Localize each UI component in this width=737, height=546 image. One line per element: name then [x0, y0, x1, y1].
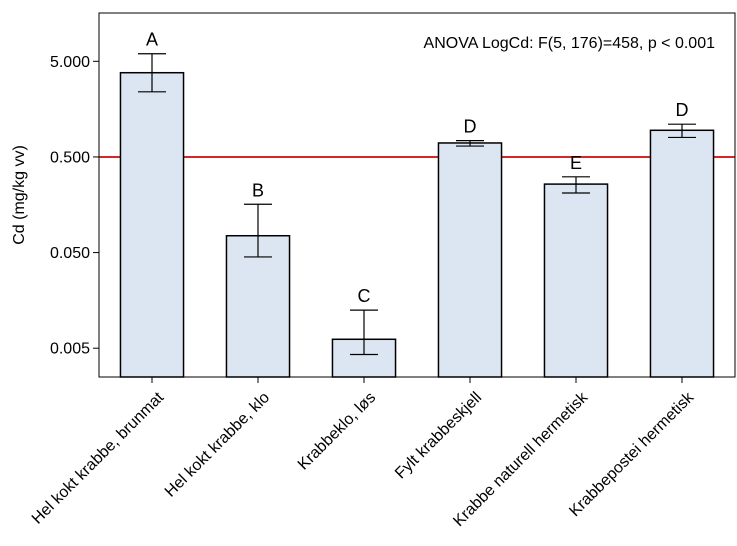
category-label-2: Krabbeklo, løs — [295, 389, 379, 473]
bar-5 — [649, 129, 715, 378]
y-tick-label-2: 0.500 — [50, 149, 90, 166]
bar-0 — [119, 71, 185, 378]
bar-4 — [543, 183, 609, 378]
y-tick-label-1: 0.050 — [50, 245, 90, 262]
significance-label-4: E — [570, 153, 582, 173]
y-tick-label-0: 0.005 — [50, 341, 90, 358]
significance-label-3: D — [464, 117, 477, 137]
y-tick-label-3: 5.000 — [50, 54, 90, 71]
significance-label-5: D — [676, 100, 689, 120]
plot-frame — [98, 12, 736, 378]
anova-annotation: ANOVA LogCd: F(5, 176)=458, p < 0.001 — [424, 35, 716, 52]
significance-label-1: B — [252, 180, 264, 200]
category-label-1: Hel kokt krabbe, klo — [162, 389, 273, 500]
significance-label-2: C — [358, 286, 371, 306]
category-label-3: Fylt krabbeskjell — [392, 389, 485, 482]
significance-label-0: A — [146, 30, 158, 50]
y-axis-title: Cd (mg/kg vv) — [11, 145, 28, 245]
category-label-0: Hel kokt krabbe, brunmat — [29, 389, 168, 528]
bar-3 — [437, 142, 503, 378]
category-label-5: Krabbepostei hermetisk — [566, 388, 698, 520]
